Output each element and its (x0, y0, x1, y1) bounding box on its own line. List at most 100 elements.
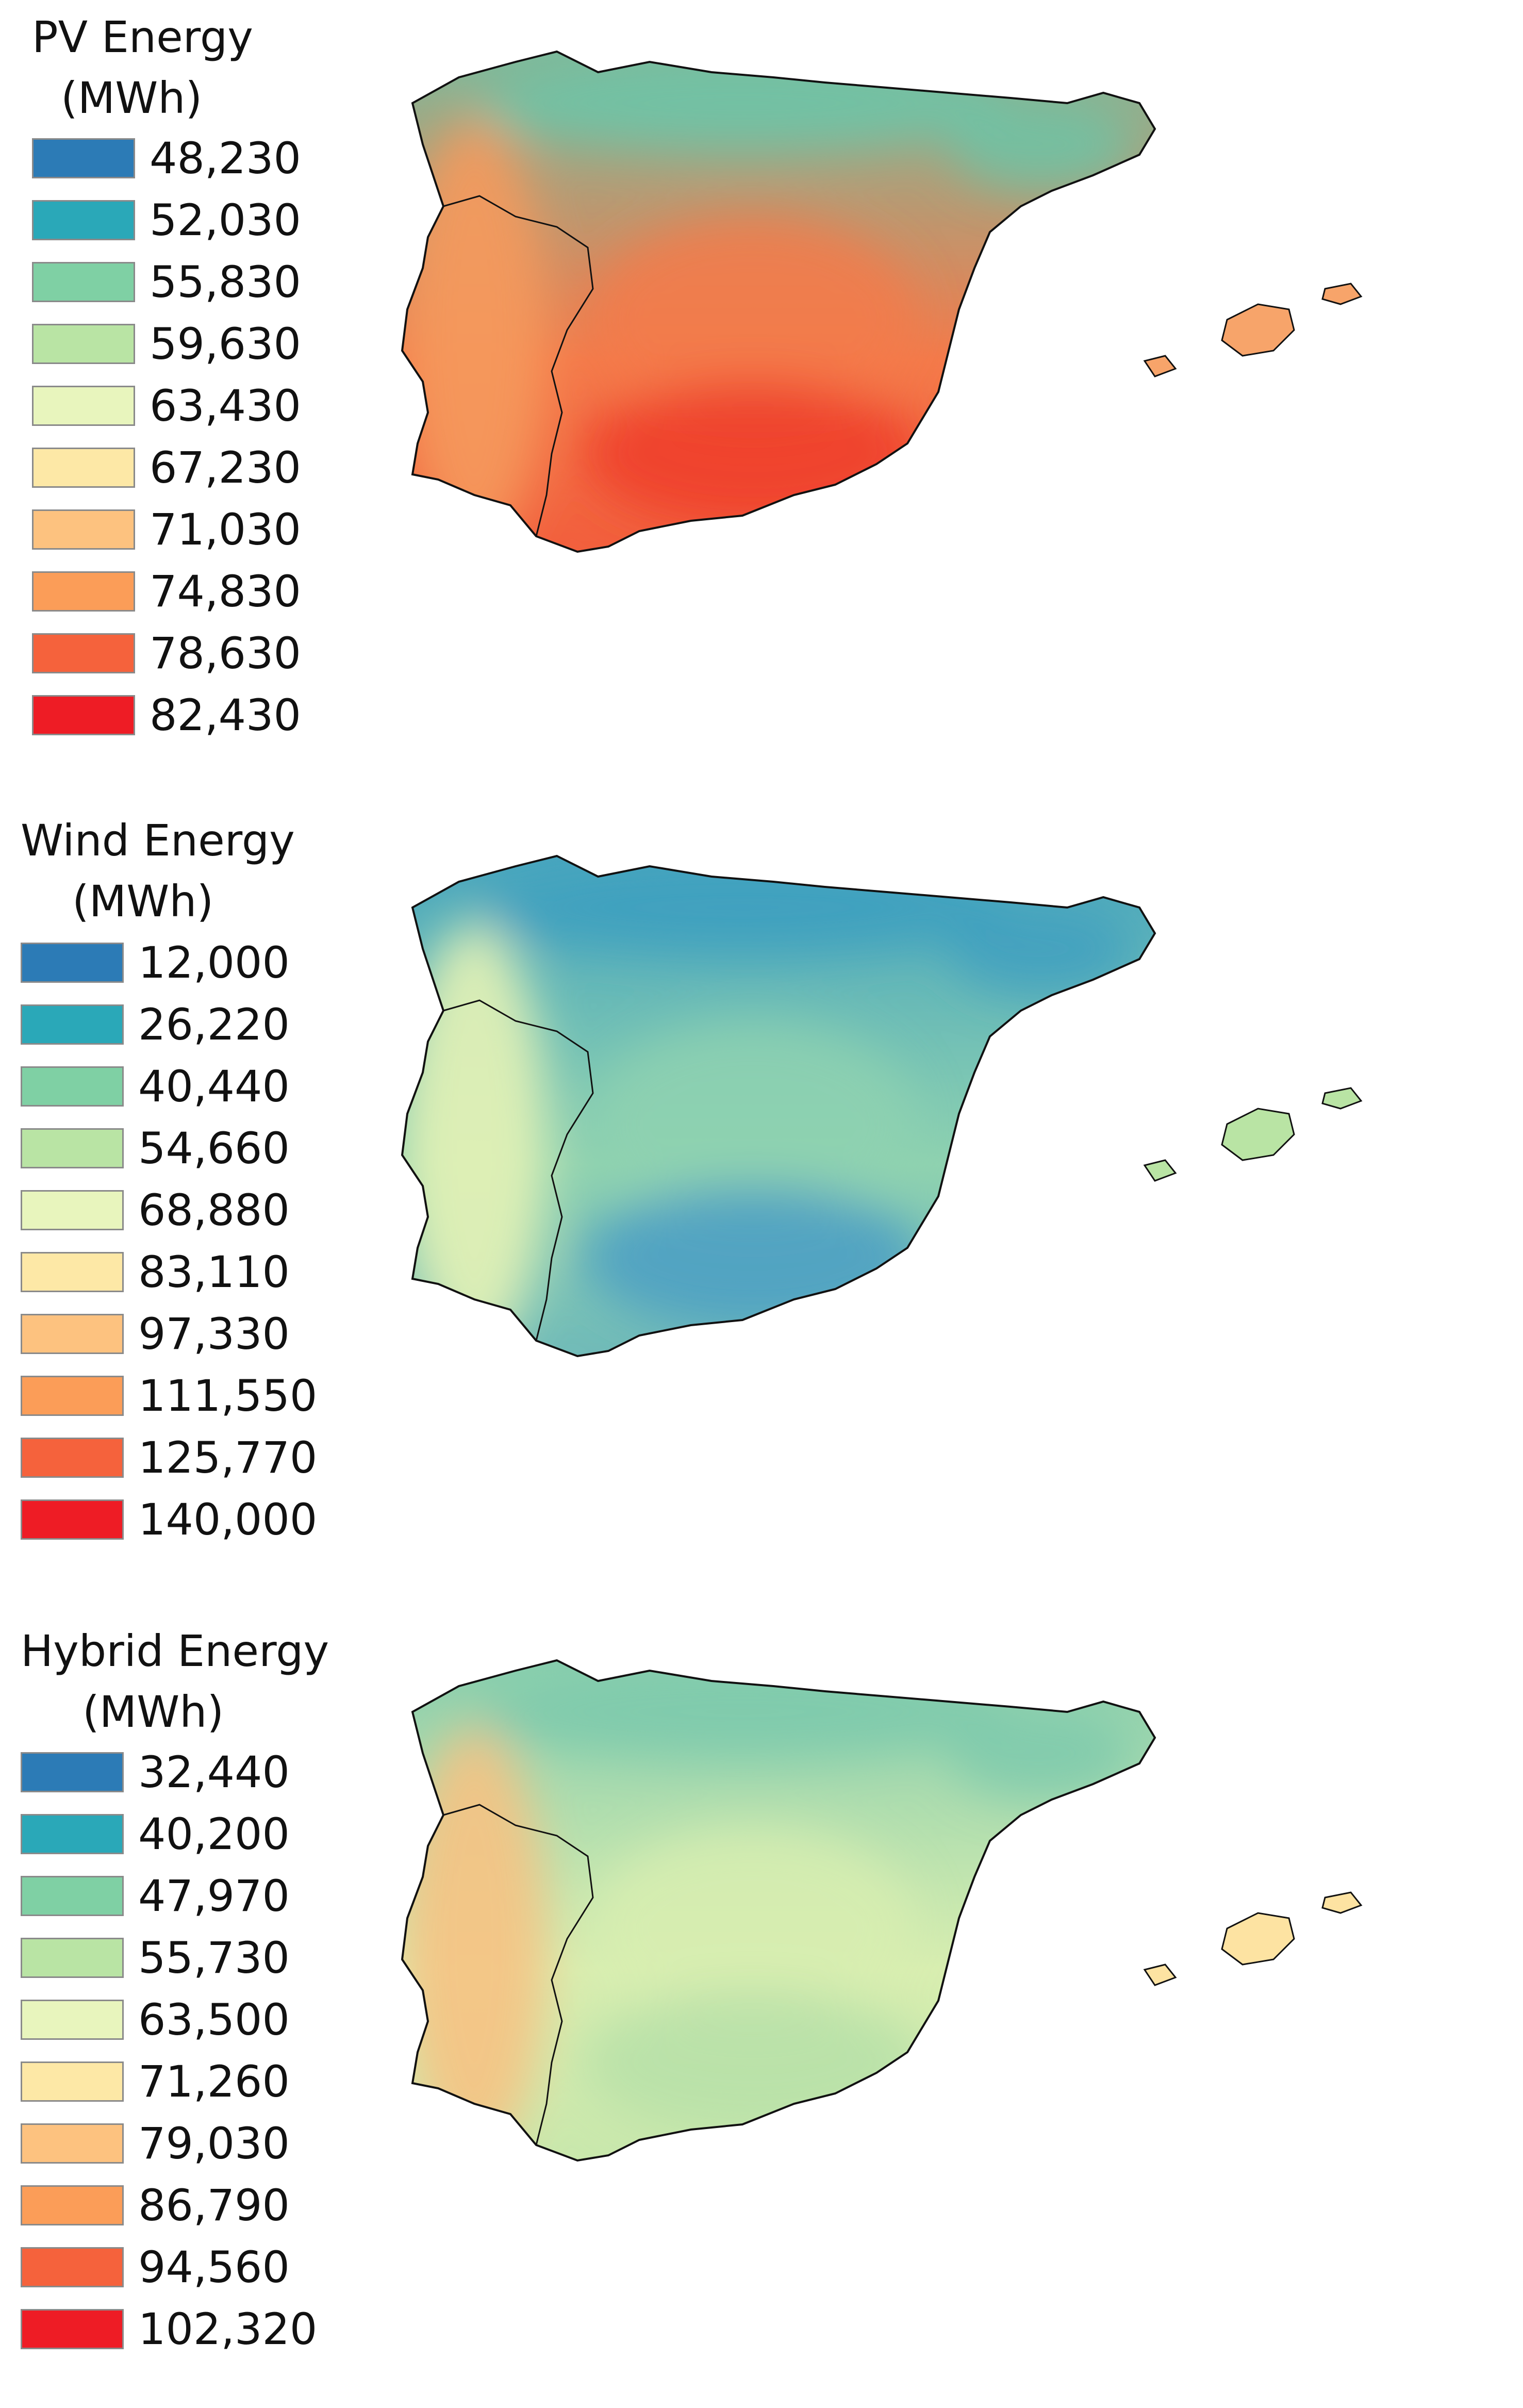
legend-label: 12,000 (138, 937, 290, 988)
legend-row: 94,560 (21, 2244, 340, 2290)
legend-row: 68,880 (21, 1187, 340, 1233)
legend-row: 55,730 (21, 1935, 340, 1981)
legend-swatch (32, 571, 135, 612)
legend-label: 86,790 (138, 2180, 290, 2231)
legend-row: 55,830 (32, 259, 352, 305)
legend-row: 40,200 (21, 1811, 340, 1857)
legend-swatch (21, 1004, 124, 1045)
pv-legend-unit: (MWh) (61, 73, 203, 123)
legend-row: 97,330 (21, 1311, 340, 1357)
legend-label: 68,880 (138, 1185, 290, 1235)
legend-swatch (32, 200, 135, 240)
legend-swatch (21, 1314, 124, 1354)
balearic-island (1143, 1159, 1177, 1182)
legend-row: 125,770 (21, 1434, 340, 1481)
legend-label: 94,560 (138, 2242, 290, 2292)
legend-swatch (32, 448, 135, 488)
balearic-island (1221, 1108, 1295, 1161)
balearic-island (1321, 1087, 1363, 1110)
legend-row: 52,030 (32, 197, 352, 243)
legend-row: 82,430 (32, 692, 352, 738)
legend-label: 74,830 (150, 566, 301, 617)
legend-row: 140,000 (21, 1496, 340, 1543)
legend-row: 47,970 (21, 1873, 340, 1919)
legend-swatch (32, 138, 135, 178)
legend-label: 48,230 (150, 133, 301, 184)
legend-row: 40,440 (21, 1063, 340, 1110)
pv-energy-panel: PV Energy (MWh) 48,230 52,030 55,830 59,630… (0, 0, 1523, 799)
legend-row: 26,220 (21, 1001, 340, 1048)
legend-swatch (21, 1938, 124, 1978)
legend-label: 67,230 (150, 442, 301, 493)
legend-label: 59,630 (150, 319, 301, 369)
legend-label: 71,260 (138, 2056, 290, 2107)
pv-energy-map (401, 50, 1363, 553)
balearic-island (1143, 355, 1177, 377)
wind-legend-title: Wind Energy (21, 815, 295, 866)
balearic-island (1221, 303, 1295, 357)
balearic-island (1321, 1891, 1363, 1914)
legend-swatch (21, 1252, 124, 1292)
legend-label: 78,630 (150, 628, 301, 679)
legend-row: 83,110 (21, 1249, 340, 1295)
legend-row: 71,030 (32, 506, 352, 553)
legend-label: 111,550 (138, 1371, 318, 1421)
legend-label: 82,430 (150, 690, 301, 740)
hybrid-legend-title: Hybrid Energy (21, 1626, 329, 1676)
legend-swatch (21, 943, 124, 983)
legend-label: 26,220 (138, 999, 290, 1050)
legend-swatch (21, 1128, 124, 1168)
legend-label: 47,970 (138, 1871, 290, 1921)
coastline (401, 854, 1156, 1358)
legend-swatch (21, 2309, 124, 2349)
portugal-border (443, 1804, 594, 2146)
legend-label: 71,030 (150, 504, 301, 555)
legend-row: 32,440 (21, 1749, 340, 1795)
legend-row: 71,260 (21, 2058, 340, 2105)
legend-swatch (21, 1752, 124, 1792)
legend-swatch (32, 509, 135, 550)
legend-label: 32,440 (138, 1747, 290, 1797)
legend-label: 55,730 (138, 1933, 290, 1983)
legend-row: 102,320 (21, 2306, 340, 2352)
legend-row: 74,830 (32, 568, 352, 615)
legend-row: 12,000 (21, 939, 340, 986)
legend-swatch (32, 695, 135, 735)
legend-swatch (21, 1376, 124, 1416)
legend-row: 111,550 (21, 1373, 340, 1419)
legend-label: 79,030 (138, 2118, 290, 2169)
balearic-island (1321, 283, 1363, 305)
legend-swatch (21, 1190, 124, 1230)
legend-label: 63,430 (150, 381, 301, 431)
legend-label: 40,440 (138, 1061, 290, 1112)
coastline (401, 1659, 1156, 2162)
legend-label: 63,500 (138, 1994, 290, 2045)
legend-row: 78,630 (32, 630, 352, 677)
legend-label: 40,200 (138, 1809, 290, 1859)
legend-swatch (21, 1814, 124, 1854)
legend-label: 102,320 (138, 2304, 318, 2354)
legend-swatch (21, 1438, 124, 1478)
legend-label: 97,330 (138, 1309, 290, 1359)
hybrid-energy-panel: Hybrid Energy (MWh) 32,440 40,200 47,970 55… (0, 1609, 1523, 2408)
legend-swatch (21, 2247, 124, 2287)
legend-row: 54,660 (21, 1125, 340, 1172)
legend-row: 63,430 (32, 383, 352, 429)
pv-legend-title: PV Energy (32, 12, 253, 62)
legend-swatch (21, 2123, 124, 2164)
legend-row: 79,030 (21, 2120, 340, 2167)
legend-row: 67,230 (32, 444, 352, 491)
hybrid-legend-unit: (MWh) (82, 1687, 224, 1737)
legend-swatch (32, 386, 135, 426)
legend-row: 59,630 (32, 321, 352, 367)
legend-swatch (32, 324, 135, 364)
legend-row: 48,230 (32, 135, 352, 182)
legend-swatch (21, 2000, 124, 2040)
legend-swatch (32, 262, 135, 302)
legend-label: 83,110 (138, 1247, 290, 1297)
legend-swatch (21, 1876, 124, 1916)
legend-swatch (32, 633, 135, 673)
legend-swatch (21, 2185, 124, 2225)
hybrid-energy-map (401, 1659, 1363, 2162)
legend-swatch (21, 1066, 124, 1107)
